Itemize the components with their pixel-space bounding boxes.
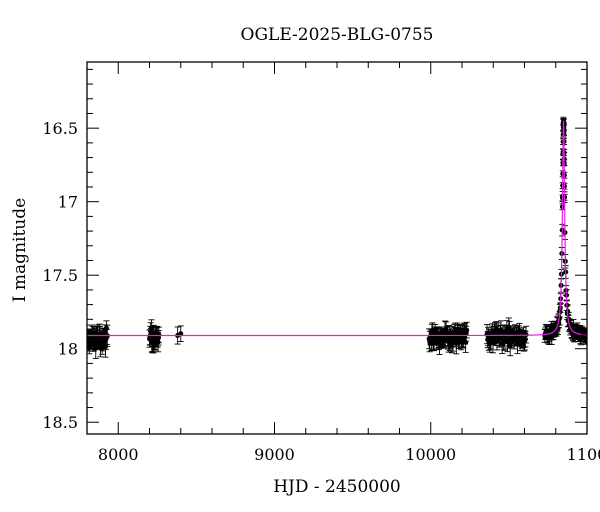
x-tick-label: 1100	[567, 445, 600, 464]
data-point	[437, 341, 443, 347]
data-point	[443, 327, 449, 333]
data-point	[155, 339, 161, 345]
data-point	[499, 341, 505, 347]
y-tick-label: 18.5	[42, 413, 78, 432]
data-point	[490, 340, 496, 346]
data-point	[103, 325, 109, 331]
data-point	[507, 343, 513, 349]
data-point	[102, 344, 108, 350]
chart-title: OGLE-2025-BLG-0755	[241, 25, 434, 45]
data-points	[87, 118, 587, 351]
data-point	[506, 324, 512, 330]
y-axis-label: I magnitude	[10, 198, 30, 302]
data-point	[517, 340, 523, 346]
data-point	[431, 340, 437, 346]
data-point	[516, 328, 522, 334]
y-tick-label: 17	[58, 193, 78, 212]
plot-inner	[87, 116, 587, 360]
data-point	[148, 325, 154, 331]
data-point	[464, 327, 470, 333]
error-bars	[87, 116, 587, 360]
y-tick-label: 18	[58, 340, 78, 359]
y-tick-label: 16.5	[42, 119, 78, 138]
data-point	[523, 332, 529, 338]
data-point	[583, 335, 587, 341]
data-point	[522, 336, 528, 342]
x-axis-label: HJD - 2450000	[273, 477, 401, 497]
plot-area	[87, 116, 587, 360]
data-point	[453, 340, 459, 346]
x-tick-label: 10000	[405, 445, 456, 464]
data-point	[463, 339, 469, 345]
data-point	[97, 345, 103, 351]
model-curve	[87, 120, 587, 337]
plot-frame	[86, 61, 588, 435]
y-tick-label: 17.5	[42, 266, 78, 285]
x-tick-label: 9000	[254, 445, 295, 464]
axis-ticks: 8000 9000 10000 1100 16.5 17 17.5 18 18.5	[42, 62, 600, 464]
data-point	[507, 328, 513, 334]
x-tick-label: 8000	[98, 445, 139, 464]
data-point	[148, 329, 154, 335]
